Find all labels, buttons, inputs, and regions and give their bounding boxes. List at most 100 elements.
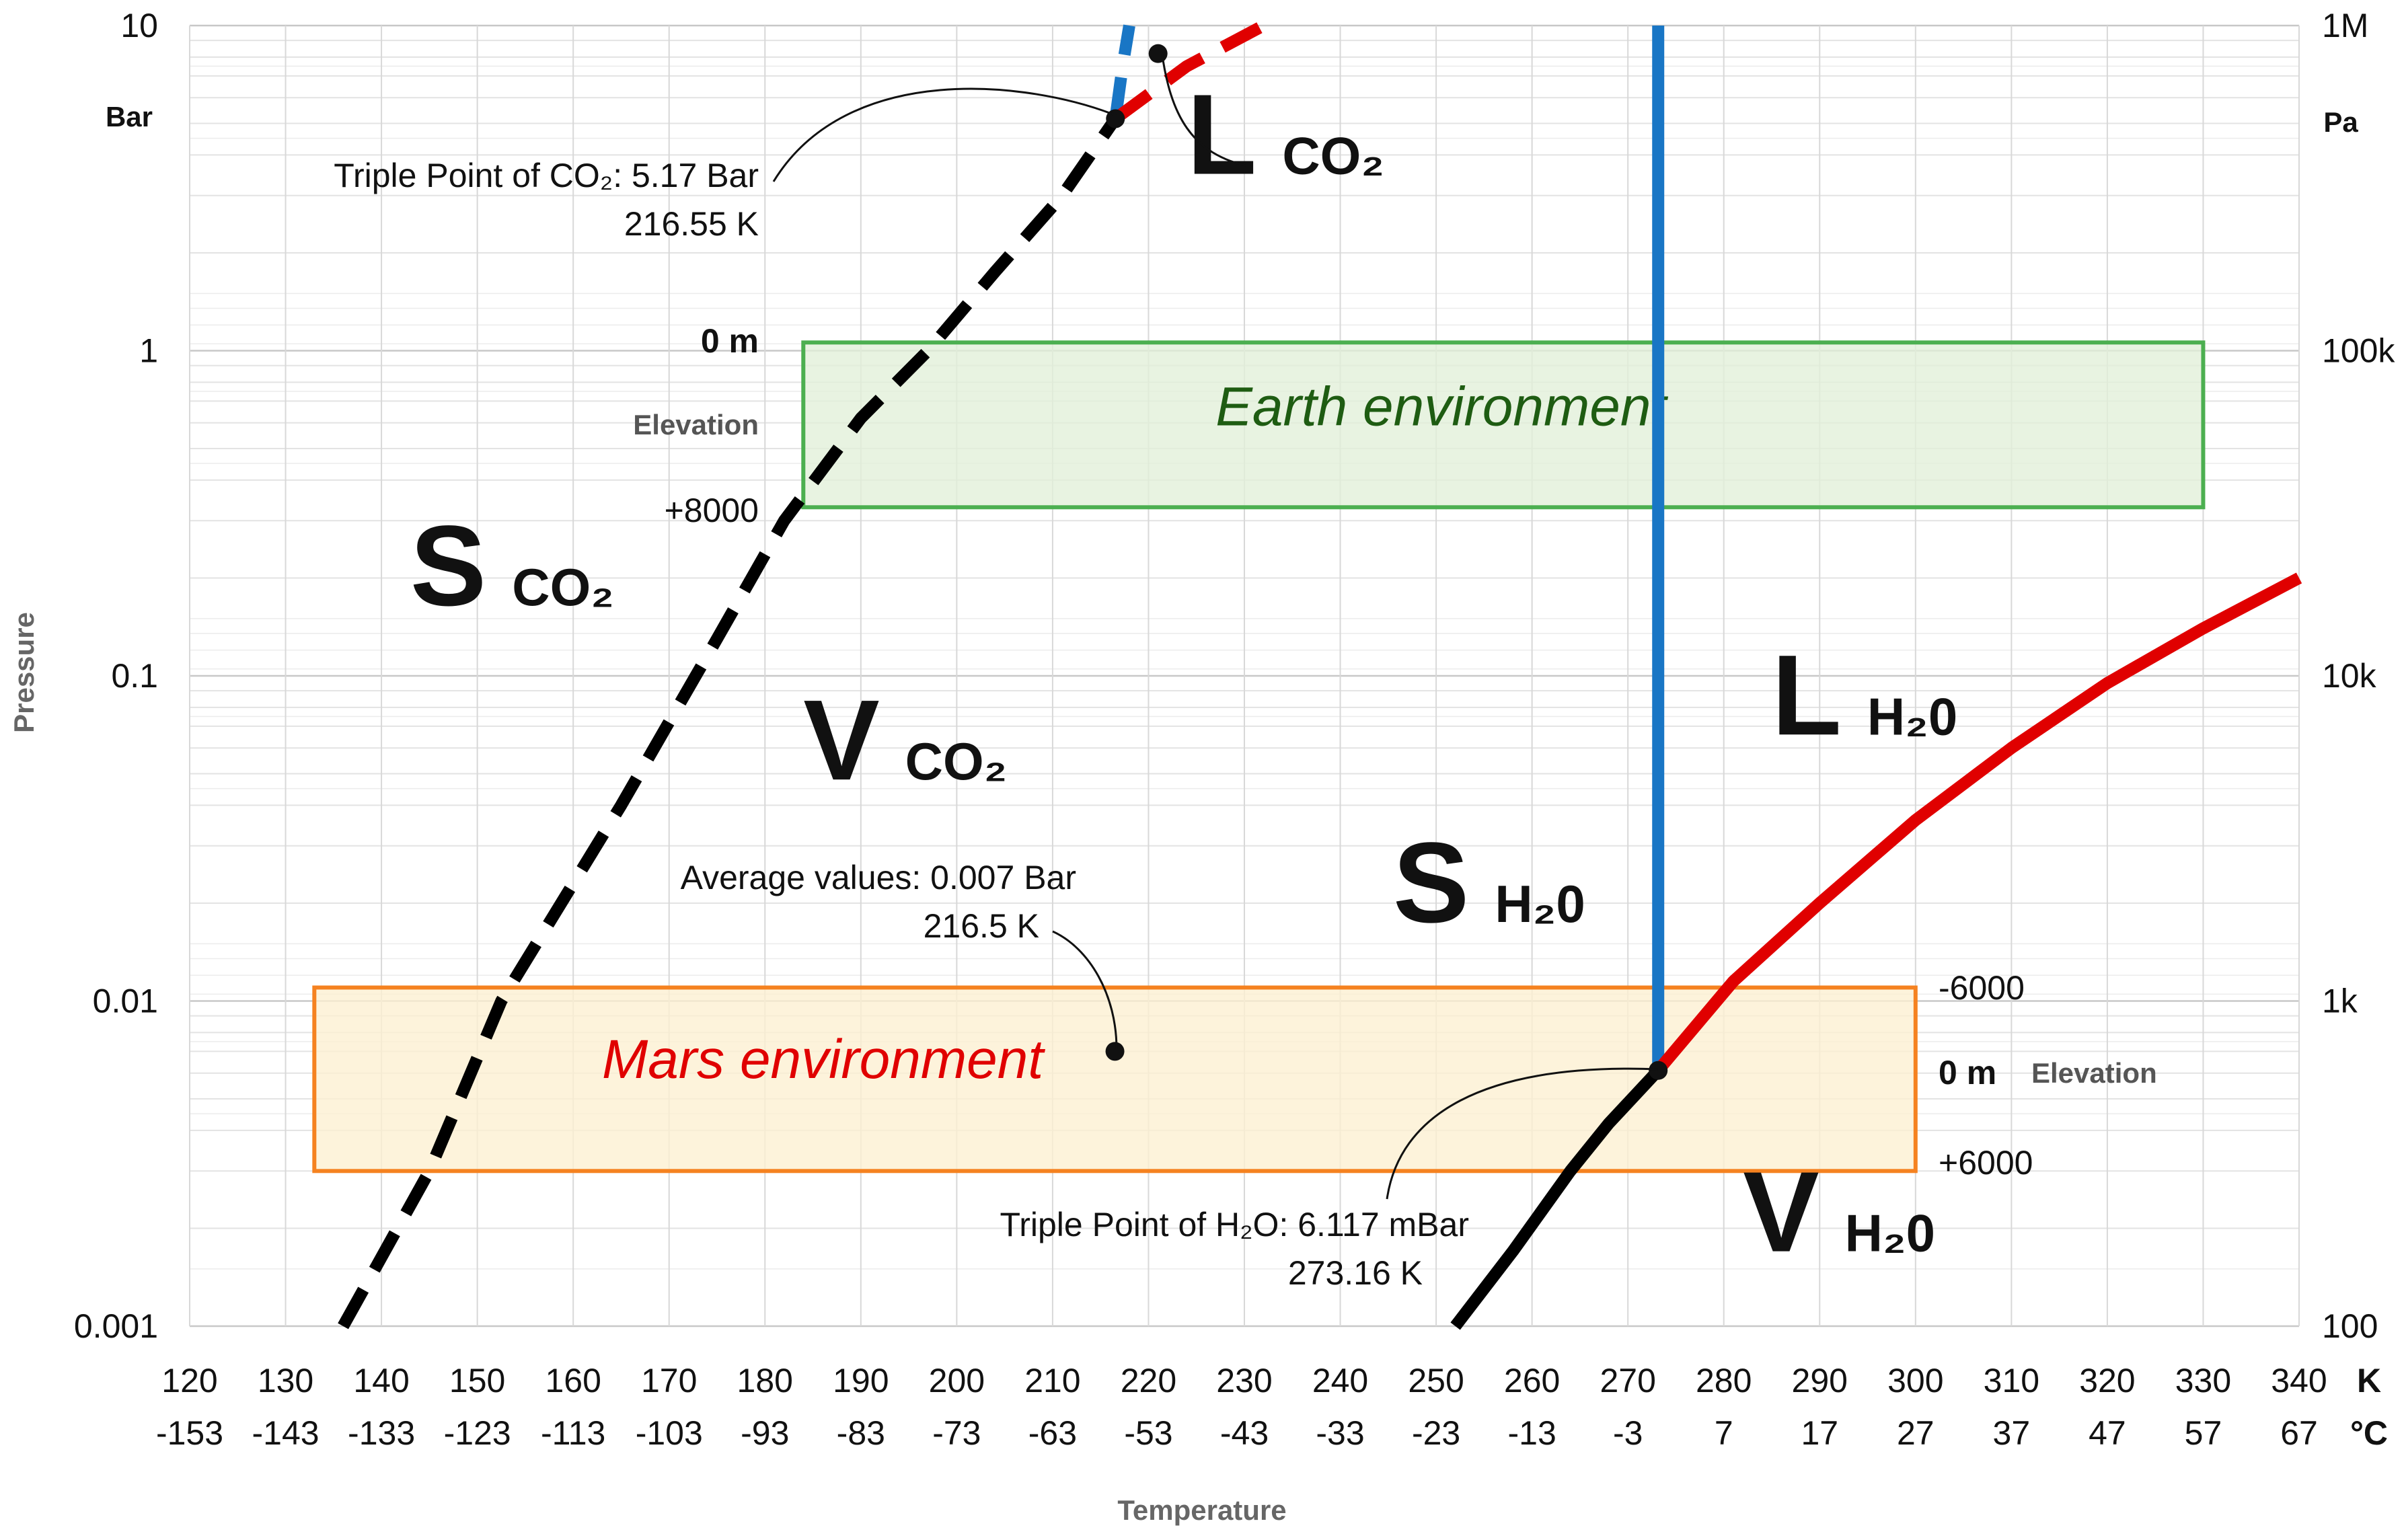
x-unit-primary: K bbox=[2357, 1362, 2381, 1399]
point-mars-average bbox=[1105, 1042, 1125, 1061]
mars-avg-label-line1: Average values: 0.007 Bar bbox=[681, 859, 1076, 896]
x-tick-k: 240 bbox=[1312, 1362, 1368, 1399]
phase-letter: S bbox=[410, 502, 486, 630]
x-tick-k: 180 bbox=[737, 1362, 793, 1399]
mars-elevation-bottom: +6000 bbox=[1939, 1144, 2033, 1182]
y-axis-title: Pressure bbox=[8, 612, 40, 733]
phase-label-v-h2o: V H₂0 bbox=[1743, 1149, 1935, 1276]
x-tick-k: 250 bbox=[1408, 1362, 1464, 1399]
y-tick-right: 10k bbox=[2322, 657, 2377, 695]
point-triple-point-of-h2o bbox=[1649, 1061, 1668, 1080]
x-unit-secondary: °C bbox=[2350, 1414, 2388, 1452]
x-tick-c: -103 bbox=[636, 1414, 703, 1452]
series-5 bbox=[1450, 1066, 1663, 1330]
x-tick-c: 47 bbox=[2089, 1414, 2126, 1452]
x-tick-k: 150 bbox=[449, 1362, 505, 1399]
mars-elevation-top: -6000 bbox=[1939, 969, 2025, 1007]
phase-substance: CO₂ bbox=[512, 557, 614, 617]
series-0 bbox=[338, 115, 1121, 1330]
y-tick-right: 1k bbox=[2322, 983, 2358, 1020]
x-tick-c: -43 bbox=[1220, 1414, 1269, 1452]
h2o-triple-leader bbox=[1386, 1067, 1659, 1200]
x-tick-c: 37 bbox=[1993, 1414, 2031, 1452]
phase-substance: H₂0 bbox=[1867, 687, 1957, 746]
x-tick-c: 17 bbox=[1801, 1414, 1838, 1452]
phase-letter: L bbox=[1772, 631, 1842, 759]
y-unit-right: Pa bbox=[2323, 106, 2358, 138]
x-tick-k: 320 bbox=[2079, 1362, 2135, 1399]
co2-triple-label-line1: Triple Point of CO₂: 5.17 Bar bbox=[334, 157, 759, 194]
co2-triple-leader bbox=[772, 87, 1117, 182]
phase-substance: H₂0 bbox=[1845, 1204, 1935, 1263]
x-tick-k: 200 bbox=[929, 1362, 985, 1399]
x-tick-c: -63 bbox=[1028, 1414, 1077, 1452]
x-tick-k: 290 bbox=[1792, 1362, 1848, 1399]
x-tick-c: 57 bbox=[2185, 1414, 2222, 1452]
x-tick-k: 310 bbox=[1984, 1362, 2039, 1399]
x-tick-k: 210 bbox=[1024, 1362, 1080, 1399]
phase-letter: S bbox=[1393, 819, 1469, 947]
y-tick-right: 100k bbox=[2322, 332, 2395, 370]
x-tick-c: -53 bbox=[1124, 1414, 1172, 1452]
phase-labels: L CO₂ S CO₂ V CO₂ L H₂0 S H₂0 V H₂0 bbox=[410, 71, 1957, 1276]
x-tick-k: 300 bbox=[1887, 1362, 1943, 1399]
series-1 bbox=[1109, 24, 1135, 120]
x-tick-k: 340 bbox=[2271, 1362, 2327, 1399]
co2-liquid-leader bbox=[1160, 50, 1252, 168]
mars-elevation-mid: 0 m bbox=[1939, 1054, 1996, 1091]
x-tick-k: 160 bbox=[545, 1362, 601, 1399]
x-tick-k: 130 bbox=[258, 1362, 313, 1399]
earth-elevation-word: Elevation bbox=[633, 409, 759, 440]
x-tick-k: 270 bbox=[1600, 1362, 1655, 1399]
x-tick-k: 120 bbox=[161, 1362, 217, 1399]
y-tick-left: 1 bbox=[139, 332, 158, 370]
y-tick-right: 100 bbox=[2322, 1307, 2378, 1345]
h2o-triple-label-line2: 273.16 K bbox=[1288, 1254, 1423, 1292]
phase-label-s-h2o: S H₂0 bbox=[1393, 819, 1585, 947]
x-tick-c: 7 bbox=[1715, 1414, 1733, 1452]
y-tick-left: 10 bbox=[120, 7, 158, 44]
x-tick-k: 220 bbox=[1121, 1362, 1176, 1399]
region-label-earth-environment: Earth environment bbox=[1215, 376, 1668, 437]
region-mars-environment bbox=[312, 985, 1918, 1173]
earth-elevation-bottom: +8000 bbox=[665, 492, 759, 529]
y-unit-left: Bar bbox=[106, 101, 153, 132]
x-tick-c: -33 bbox=[1316, 1414, 1364, 1452]
x-tick-k: 260 bbox=[1504, 1362, 1560, 1399]
point-co2-liquid-label-pointer bbox=[1148, 44, 1168, 63]
axis-ticks: 120 130 140 150 160 170 180 190 200 210 220 230 240 2… bbox=[74, 7, 2396, 1452]
h2o-triple-label-line1: Triple Point of H₂O: 6.117 mBar bbox=[1000, 1206, 1469, 1243]
x-tick-c: -123 bbox=[444, 1414, 511, 1452]
x-tick-c: 67 bbox=[2280, 1414, 2318, 1452]
x-tick-k: 230 bbox=[1216, 1362, 1272, 1399]
x-tick-c: -93 bbox=[741, 1414, 789, 1452]
x-tick-c: -113 bbox=[541, 1414, 605, 1452]
x-tick-c: -133 bbox=[348, 1414, 415, 1452]
x-tick-c: -3 bbox=[1613, 1414, 1643, 1452]
series-2 bbox=[1111, 20, 1267, 124]
mars-avg-label-line2: 216.5 K bbox=[924, 907, 1039, 945]
x-tick-k: 190 bbox=[833, 1362, 889, 1399]
x-tick-c: -23 bbox=[1412, 1414, 1460, 1452]
earth-elevation-top: 0 m bbox=[701, 322, 759, 360]
x-tick-c: -13 bbox=[1508, 1414, 1556, 1452]
region-label-mars-environment: Mars environment bbox=[602, 1029, 1045, 1090]
region-earth-environment bbox=[801, 340, 2206, 510]
x-tick-c: 27 bbox=[1897, 1414, 1935, 1452]
y-tick-left: 0.1 bbox=[111, 657, 158, 695]
x-tick-k: 280 bbox=[1696, 1362, 1752, 1399]
phase-letter: V bbox=[1743, 1149, 1819, 1276]
x-tick-c: -83 bbox=[837, 1414, 885, 1452]
phase-label-v-co2: V CO₂ bbox=[803, 677, 1007, 804]
mars-avg-leader bbox=[1052, 930, 1118, 1050]
y-tick-left: 0.001 bbox=[74, 1307, 158, 1345]
co2-triple-label-line2: 216.55 K bbox=[624, 205, 759, 243]
phase-substance: H₂0 bbox=[1495, 874, 1585, 933]
x-tick-c: -153 bbox=[156, 1414, 223, 1452]
phase-label-s-co2: S CO₂ bbox=[410, 502, 614, 630]
phase-label-l-co2: L CO₂ bbox=[1187, 71, 1384, 198]
mars-elevation-word: Elevation bbox=[2031, 1057, 2157, 1089]
series-4 bbox=[1653, 572, 2302, 1075]
x-tick-c: -143 bbox=[252, 1414, 320, 1452]
